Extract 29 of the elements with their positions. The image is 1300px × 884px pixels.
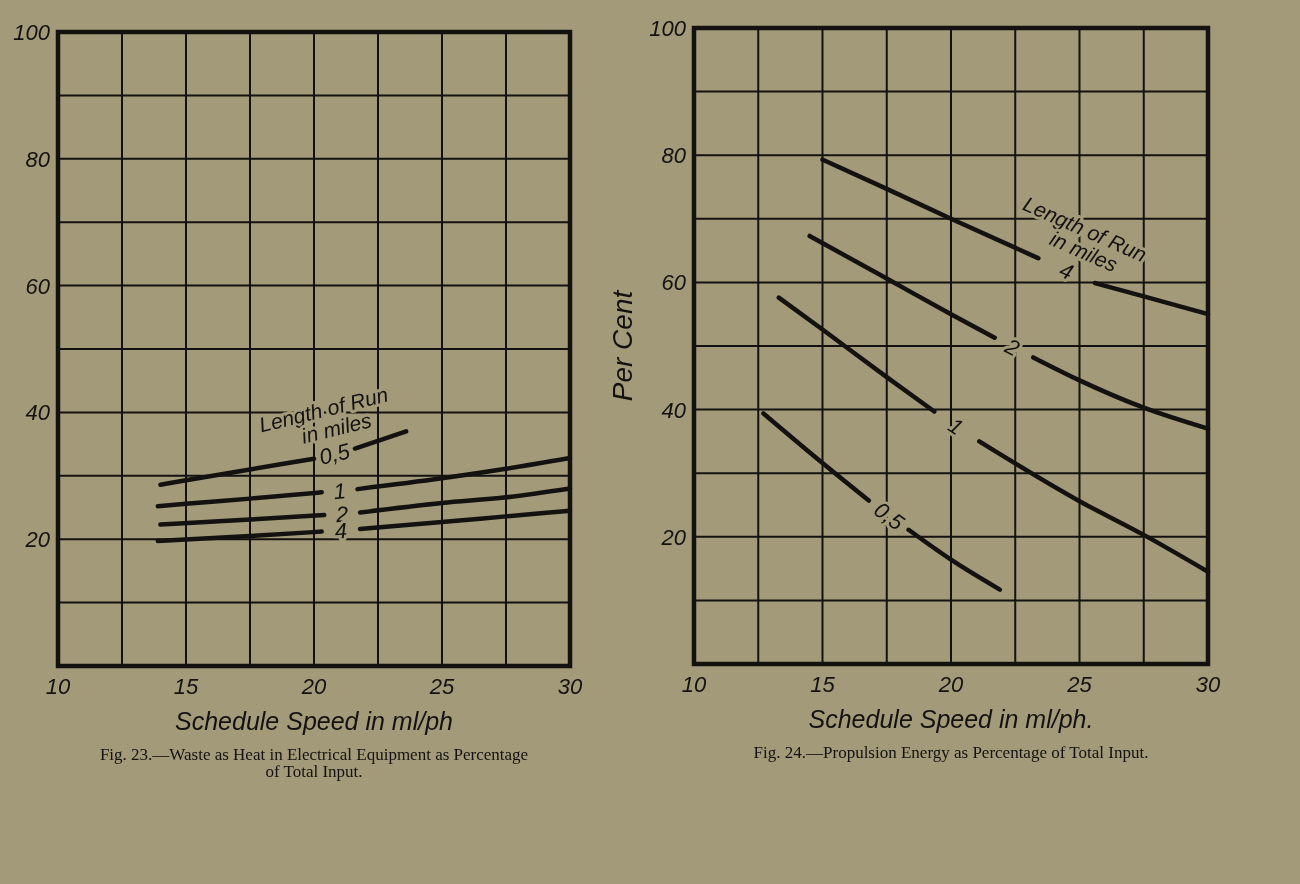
x-tick-label: 10 <box>681 671 707 697</box>
y-tick-label: 40 <box>661 397 687 423</box>
y-tick-label: 60 <box>661 269 687 295</box>
x-axis-title: Schedule Speed in ml/ph. <box>808 705 1094 733</box>
y-tick-label: 100 <box>649 15 687 41</box>
text: 0,5 <box>316 437 354 470</box>
caption: Fig. 24.—Propulsion Energy as Percentage of Total Input. <box>753 742 1149 762</box>
y-tick-label: 20 <box>24 526 51 552</box>
y-tick-label: 80 <box>661 142 687 168</box>
y-axis-title: Per Cent <box>606 289 638 402</box>
x-tick-label: 15 <box>173 673 199 699</box>
x-tick-label: 10 <box>45 673 71 699</box>
x-tick-label: 15 <box>810 671 836 697</box>
x-tick-label: 20 <box>937 671 964 697</box>
x-axis-title: Schedule Speed in ml/ph <box>175 707 453 735</box>
y-tick-label: 80 <box>25 146 51 172</box>
y-tick-label: 60 <box>25 273 51 299</box>
y-tick-label: 40 <box>25 399 51 425</box>
text: 1 <box>332 477 347 504</box>
y-tick-label: 20 <box>660 524 687 550</box>
x-tick-label: 30 <box>557 673 583 699</box>
caption: Fig. 23.—Waste as Heat in Electrical Equipment as Percentage of Total Input. <box>99 744 529 781</box>
x-tick-label: 25 <box>1066 671 1093 697</box>
y-tick-label: 100 <box>13 19 51 45</box>
x-tick-label: 20 <box>300 673 327 699</box>
text: 0,5 <box>869 496 910 536</box>
text: 1 <box>944 412 969 440</box>
x-tick-label: 30 <box>1195 671 1221 697</box>
x-tick-label: 25 <box>428 673 455 699</box>
